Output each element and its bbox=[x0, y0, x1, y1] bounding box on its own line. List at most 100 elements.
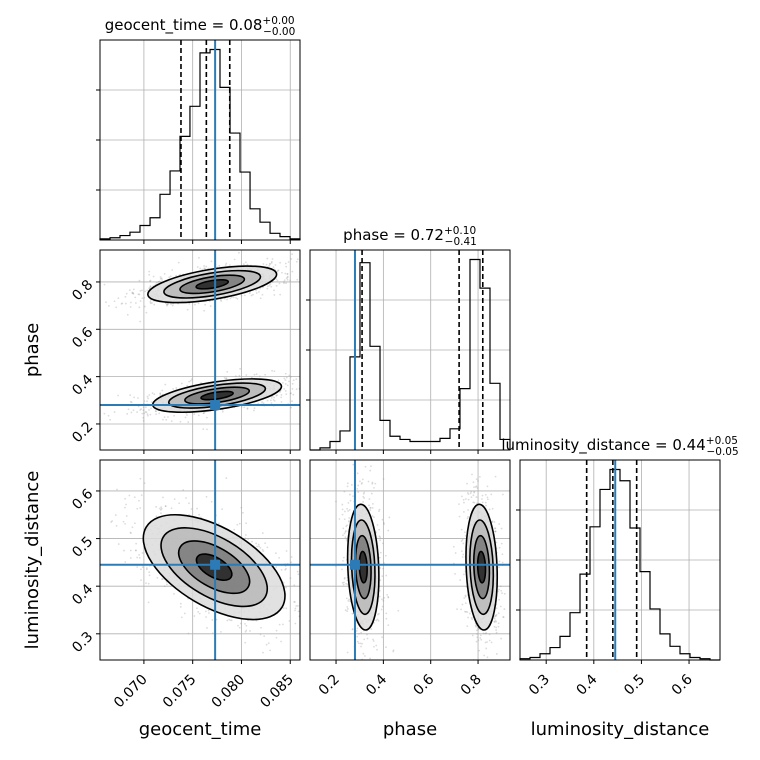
sample-point bbox=[352, 495, 354, 498]
sample-point bbox=[361, 478, 364, 481]
sample-point bbox=[145, 411, 148, 414]
sample-point bbox=[295, 378, 298, 381]
sample-point bbox=[283, 281, 285, 283]
sample-point bbox=[348, 520, 351, 523]
sample-point bbox=[188, 502, 190, 505]
sample-point bbox=[105, 301, 107, 304]
sample-point bbox=[343, 518, 346, 521]
sample-point bbox=[380, 608, 383, 611]
sample-point bbox=[467, 509, 470, 511]
sample-point bbox=[204, 303, 207, 306]
sample-point bbox=[371, 482, 374, 485]
sample-point bbox=[392, 650, 395, 653]
x-axis-label-phase: phase bbox=[383, 719, 437, 740]
sample-point bbox=[294, 601, 296, 603]
sample-point bbox=[264, 542, 267, 545]
sample-point bbox=[474, 486, 477, 488]
sample-point bbox=[494, 475, 497, 478]
sample-point bbox=[493, 521, 496, 523]
sample-point bbox=[362, 652, 365, 655]
sample-point bbox=[256, 545, 258, 548]
sample-point bbox=[175, 274, 178, 277]
sample-point bbox=[368, 504, 370, 507]
sample-point bbox=[488, 639, 491, 642]
sample-point bbox=[495, 615, 497, 617]
sample-point bbox=[253, 373, 256, 376]
sample-point bbox=[381, 598, 383, 601]
sample-point bbox=[140, 408, 142, 410]
sample-point bbox=[188, 380, 191, 383]
sample-point bbox=[342, 583, 345, 586]
sample-point bbox=[382, 542, 384, 545]
sample-point bbox=[134, 302, 137, 304]
sample-point bbox=[248, 292, 251, 295]
sample-point bbox=[366, 633, 368, 636]
sample-point bbox=[466, 625, 469, 627]
sample-point bbox=[466, 611, 469, 613]
sample-point bbox=[225, 377, 228, 380]
sample-point bbox=[146, 413, 149, 416]
sample-point bbox=[243, 263, 245, 266]
sample-point bbox=[139, 300, 142, 302]
sample-point bbox=[500, 637, 503, 640]
sample-point bbox=[175, 386, 178, 389]
sample-point bbox=[166, 304, 168, 307]
sample-point bbox=[223, 377, 226, 379]
sample-point bbox=[173, 498, 176, 501]
sample-point bbox=[470, 490, 473, 493]
sample-point bbox=[270, 262, 273, 264]
sample-point bbox=[164, 505, 167, 507]
sample-point bbox=[246, 263, 249, 266]
sample-point bbox=[245, 534, 247, 536]
sample-point bbox=[234, 375, 237, 378]
sample-point bbox=[196, 266, 199, 268]
sample-point bbox=[290, 561, 293, 564]
sample-point bbox=[354, 457, 356, 459]
x-tick-label-phase: 0.8 bbox=[458, 672, 485, 699]
sample-point bbox=[155, 410, 157, 413]
sample-point bbox=[159, 392, 162, 395]
sample-point bbox=[346, 507, 349, 510]
sample-point bbox=[266, 287, 269, 290]
sample-point bbox=[202, 412, 205, 415]
sample-point bbox=[243, 294, 246, 297]
sample-point bbox=[373, 645, 375, 648]
sample-point bbox=[279, 261, 282, 264]
sample-point bbox=[467, 515, 469, 518]
sample-point bbox=[462, 573, 465, 576]
sample-point bbox=[187, 632, 190, 635]
sample-point bbox=[286, 278, 289, 281]
sample-point bbox=[359, 642, 362, 645]
sample-point bbox=[170, 420, 173, 423]
sample-point bbox=[262, 402, 265, 405]
sample-point bbox=[341, 513, 344, 516]
sample-point bbox=[373, 516, 375, 519]
sample-point bbox=[211, 619, 214, 621]
sample-point bbox=[481, 498, 483, 500]
sample-point bbox=[162, 418, 164, 421]
sample-point bbox=[266, 257, 269, 260]
sample-point bbox=[495, 541, 498, 544]
sample-point bbox=[143, 296, 146, 299]
sample-point bbox=[480, 638, 483, 641]
sample-point bbox=[291, 253, 293, 256]
sample-point bbox=[204, 610, 207, 613]
sample-point bbox=[146, 395, 149, 398]
sample-point bbox=[379, 536, 382, 539]
sample-point bbox=[164, 383, 167, 386]
sample-point bbox=[461, 495, 463, 498]
density-fill bbox=[200, 391, 234, 400]
sample-point bbox=[159, 276, 162, 278]
sample-point bbox=[452, 545, 455, 548]
sample-point bbox=[161, 578, 163, 581]
sample-point bbox=[243, 406, 246, 409]
sample-point bbox=[160, 507, 163, 510]
sample-point bbox=[494, 527, 496, 530]
sample-point bbox=[137, 293, 140, 296]
sample-point bbox=[370, 465, 372, 468]
y-tick-label-luminosity_distance: 0.3 bbox=[69, 629, 96, 656]
sample-point bbox=[148, 287, 151, 289]
sample-point bbox=[290, 406, 293, 409]
sample-point bbox=[132, 292, 135, 294]
sample-point bbox=[348, 520, 350, 522]
